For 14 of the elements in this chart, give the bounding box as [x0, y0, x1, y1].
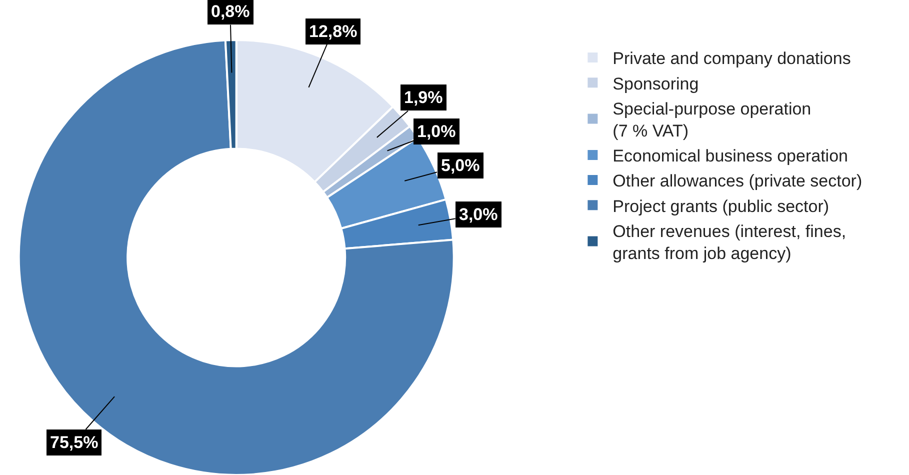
legend-label: Sponsoring: [612, 74, 699, 94]
legend-label: Special-purpose operation (7 % VAT): [612, 99, 812, 140]
data-label: 5,0%: [441, 156, 480, 175]
legend-label: Private and company donations: [612, 49, 851, 68]
data-label: 0,8%: [211, 2, 250, 21]
legend-label: Other allowances (private sector): [612, 172, 862, 191]
data-label: 12,8%: [309, 22, 358, 41]
data-label: 1,9%: [404, 88, 443, 107]
data-label: 75,5%: [50, 433, 98, 452]
data-label: 1,0%: [417, 122, 456, 141]
data-label: 3,0%: [459, 205, 498, 224]
legend-label: Economical business operation: [612, 146, 848, 166]
legend-label: Other revenues (interest, fines, grants from job agency): [612, 222, 846, 263]
legend-label: Project grants (public sector): [612, 196, 830, 216]
